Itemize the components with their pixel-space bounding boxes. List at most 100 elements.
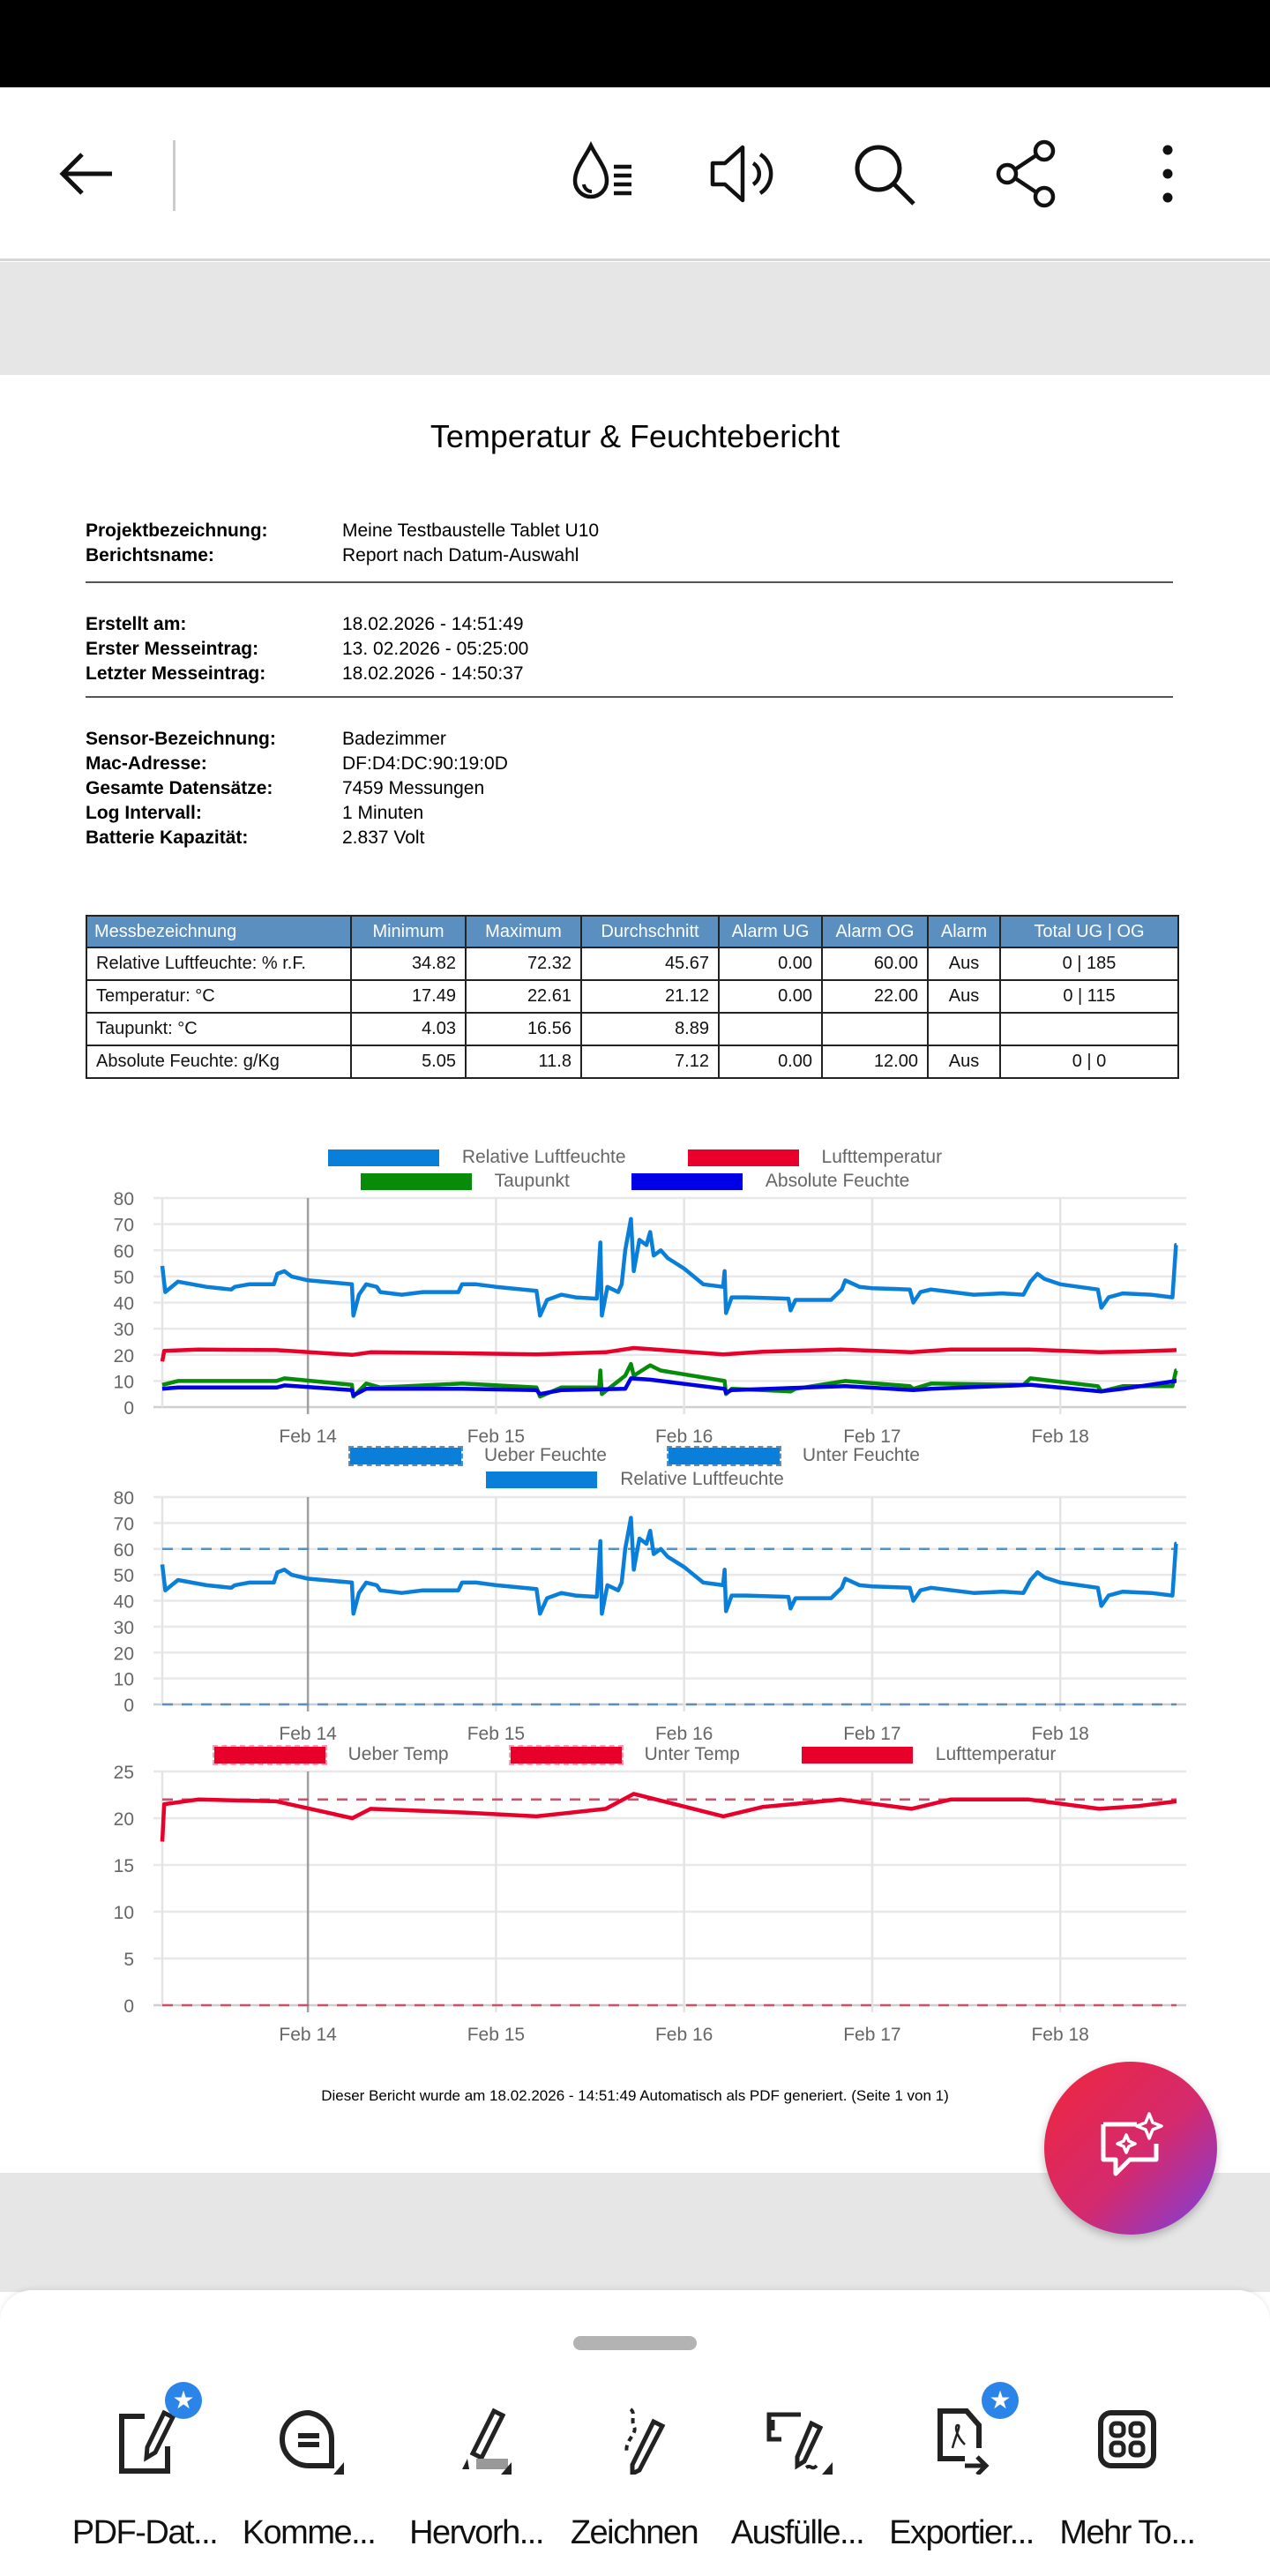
y-tick-label: 10	[114, 1670, 134, 1690]
tool-label: Zeichnen	[570, 2514, 699, 2551]
table-cell: 8.89	[580, 1012, 720, 1046]
legend-item[interactable]: Absolute Feuchte	[614, 1171, 927, 1192]
x-tick-label: Feb 14	[279, 1427, 337, 1442]
info-label: Mac-Adresse:	[86, 753, 207, 774]
table-cell: 22.00	[821, 979, 929, 1014]
table-cell: 0.00	[718, 947, 823, 981]
info-value: Badezimmer	[342, 729, 446, 749]
legend-swatch	[212, 1744, 327, 1765]
tool-highlight[interactable]: Hervorh...	[392, 2391, 560, 2552]
info-value: 18.02.2026 - 14:50:37	[342, 663, 524, 684]
tool-fill-sign[interactable]: Ausfülle...	[713, 2391, 881, 2552]
sheet-drag-handle[interactable]	[573, 2336, 697, 2350]
legend-item[interactable]: Lufttemperatur	[670, 1147, 960, 1168]
legend-item[interactable]: Taupunkt	[343, 1171, 587, 1192]
legend-swatch	[486, 1471, 598, 1488]
legend-label: Relative Luftfeuchte	[461, 1147, 626, 1167]
x-tick-label: Feb 14	[279, 1724, 337, 1740]
info-label: Sensor-Bezeichnung:	[86, 729, 276, 749]
pdf-page	[0, 375, 1270, 2173]
info-value: 18.02.2026 - 14:51:49	[342, 614, 524, 634]
legend-swatch	[631, 1172, 743, 1190]
line-chart: 0 5 10 15 20 25 Feb 14 Feb 15 Feb 16 Feb 17 Feb 18	[114, 1763, 1186, 2041]
table-row: Taupunkt: °C 4.03 16.56 8.89	[86, 1012, 1179, 1046]
table-cell	[999, 1012, 1179, 1046]
x-tick-label: Feb 16	[655, 1724, 713, 1740]
app-bar	[0, 87, 1270, 261]
tool-label: PDF-Dat...	[71, 2514, 219, 2551]
info-label: Batterie Kapazität:	[86, 827, 249, 848]
table-cell: 0.00	[718, 1045, 823, 1079]
table-row: Absolute Feuchte: g/Kg 5.05 11.8 7.12 0.00 12…	[86, 1045, 1179, 1079]
legend-swatch	[687, 1149, 799, 1166]
x-tick-label: Feb 15	[467, 1427, 525, 1442]
table-cell	[927, 1012, 1001, 1046]
more-vert-icon[interactable]	[1131, 137, 1205, 211]
report-title: Temperatur & Feuchtebericht	[430, 418, 840, 454]
x-tick-label: Feb 18	[1031, 1724, 1088, 1740]
back-arrow-icon[interactable]	[49, 137, 123, 211]
y-tick-label: 10	[114, 1372, 134, 1392]
y-tick-label: 0	[123, 1696, 134, 1716]
legend-label: Unter Temp	[644, 1744, 740, 1764]
table-cell: Aus	[927, 947, 1001, 981]
column-header: Messbezeichnung	[86, 915, 352, 948]
legend-item[interactable]: Relative Luftfeuchte	[310, 1147, 644, 1168]
liquid-mode-icon[interactable]	[564, 137, 639, 211]
legend-item[interactable]: Ueber Feuchte	[332, 1445, 624, 1466]
ai-assistant-button[interactable]	[1044, 2062, 1217, 2235]
series-line	[160, 1345, 1177, 1362]
info-label: Erster Messeintrag:	[86, 639, 259, 659]
tool-label: Mehr To...	[1059, 2514, 1196, 2551]
legend-item[interactable]: Lufttemperatur	[784, 1744, 1074, 1765]
measurement-table: Messbezeichnung Minimum Maximum Durchsch…	[86, 915, 1179, 1079]
table-cell: Relative Luftfeuchte: % r.F.	[86, 947, 352, 981]
legend-item[interactable]: Unter Feuchte	[651, 1445, 938, 1466]
tool-edit-pdf[interactable]: ★ PDF-Dat...	[61, 2382, 228, 2552]
legend-label: Taupunkt	[494, 1171, 570, 1191]
x-tick-label: Feb 17	[843, 2025, 900, 2041]
info-value: Report nach Datum-Auswahl	[342, 545, 579, 565]
table-cell: Temperatur: °C	[86, 979, 352, 1014]
divider	[86, 581, 1173, 583]
info-label: Berichtsname:	[86, 545, 214, 565]
search-icon[interactable]	[847, 137, 921, 211]
y-tick-label: 60	[114, 1540, 134, 1561]
table-cell: Aus	[927, 1045, 1001, 1079]
y-tick-label: 20	[114, 1644, 134, 1664]
table-cell	[718, 1012, 823, 1046]
legend-item[interactable]: Relative Luftfeuchte	[468, 1469, 802, 1490]
table-cell: 0 | 185	[999, 947, 1179, 981]
table-cell	[821, 1012, 929, 1046]
page-gap	[0, 262, 1270, 375]
edit-pdf-icon	[119, 2409, 176, 2474]
share-icon[interactable]	[990, 137, 1064, 211]
tool-more-tools[interactable]: Mehr To...	[1043, 2391, 1211, 2552]
report-info: Projektbezeichnung: Meine Testbaustelle T…	[0, 519, 1270, 872]
tool-export-pdf[interactable]: ★ Exportier...	[878, 2382, 1045, 2552]
read-aloud-icon[interactable]	[706, 137, 780, 211]
series-line	[161, 1376, 1178, 1397]
y-tick-label: 40	[114, 1592, 134, 1613]
table-cell: Taupunkt: °C	[86, 1012, 352, 1046]
info-value: DF:D4:DC:90:19:0D	[342, 753, 508, 774]
tool-draw[interactable]: Zeichnen	[550, 2391, 718, 2552]
table-cell: 45.67	[580, 947, 720, 981]
legend-item[interactable]: Unter Temp	[493, 1744, 758, 1765]
tool-comment[interactable]: Komme...	[225, 2391, 392, 2552]
y-tick-label: 50	[114, 1566, 134, 1586]
draw-icon	[624, 2408, 666, 2475]
table-cell: 11.8	[465, 1045, 582, 1079]
x-tick-label: Feb 17	[843, 1724, 900, 1740]
table-row: Temperatur: °C 17.49 22.61 21.12 0.00 22.00 Au…	[86, 979, 1179, 1014]
x-tick-label: Feb 16	[655, 2025, 713, 2041]
info-value: 1 Minuten	[342, 803, 424, 823]
x-tick-label: Feb 15	[467, 1724, 525, 1740]
highlight-icon	[462, 2408, 512, 2475]
y-tick-label: 0	[123, 1996, 134, 2017]
y-tick-label: 60	[114, 1241, 134, 1262]
line-chart: 0 10 20 30 40 50 60 70 80 Feb 14 Feb 15 Feb 16 Feb 1…	[114, 1488, 1186, 1740]
table-cell: 7.12	[580, 1045, 720, 1079]
chart-legend: Ueber Temp Unter Temp Lufttemperatur	[0, 1744, 1270, 1765]
legend-item[interactable]: Ueber Temp	[197, 1744, 467, 1765]
